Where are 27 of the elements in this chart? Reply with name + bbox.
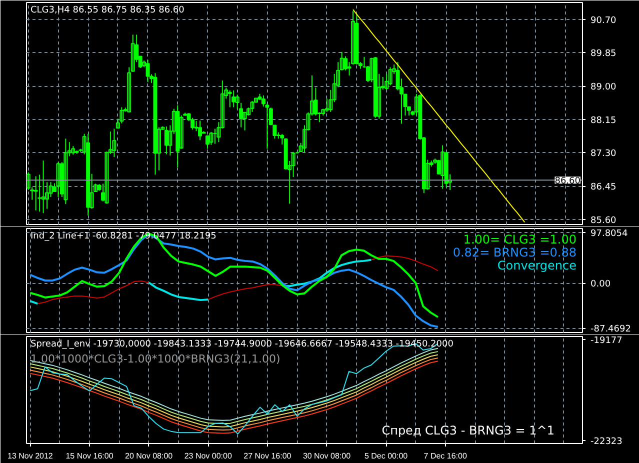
annotation: Спред CLG3 - BRNG3 = 1^1 xyxy=(382,424,554,438)
y-tick-label: -19177 xyxy=(590,336,622,346)
x-tick-label: 13 Nov 2012 xyxy=(8,452,54,460)
y-tick-label: 87.30 xyxy=(590,149,617,160)
text: 0.82= BRNG3 =0.88 xyxy=(452,246,576,260)
line-series xyxy=(352,9,526,223)
y-tick-label: 97.8054 xyxy=(590,229,628,240)
text: Convergence xyxy=(497,258,577,272)
y-tick-label: 85.60 xyxy=(590,216,617,226)
y-tick-label: 86.45 xyxy=(590,182,616,193)
y-tick-label: 88.15 xyxy=(590,116,616,126)
y-tick-label: 0.00 xyxy=(590,280,611,290)
y-tick-label: 89.00 xyxy=(590,82,617,93)
x-tick-label: 20 Nov 08:00 xyxy=(125,452,174,460)
x-tick-label: 15 Nov 16:00 xyxy=(66,452,114,460)
chart-title: Spread_I_env -19730,0000 -19843.1333 -19744.9000 -19646.6667 -19548.4333 -19450.2000 xyxy=(30,340,454,350)
y-tick-label: 90.70 xyxy=(590,16,617,26)
y-tick-label: -22323 xyxy=(590,436,622,447)
y-tick-label: 89.85 xyxy=(590,49,616,60)
text: 1.00= CLG3 =1.00 xyxy=(463,232,577,246)
x-tick-label: 7 Dec 16:00 xyxy=(424,452,468,460)
chart-title: CLG3,H4 86.55 86.75 86.35 86.60 xyxy=(30,6,185,16)
x-tick-label: 5 Dec 00:00 xyxy=(364,452,408,460)
x-tick-label: 23 Nov 00:00 xyxy=(184,452,232,460)
y-tick-label: -87.4692 xyxy=(590,324,631,335)
x-tick-label: 30 Nov 08:00 xyxy=(302,452,352,460)
x-tick-label: 27 Nov 16:00 xyxy=(244,452,292,460)
